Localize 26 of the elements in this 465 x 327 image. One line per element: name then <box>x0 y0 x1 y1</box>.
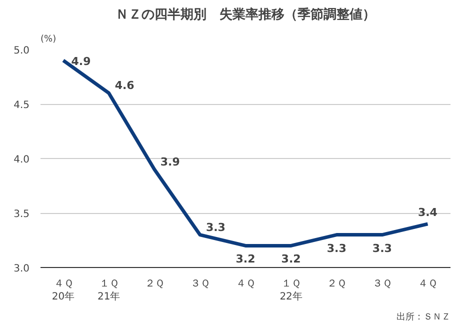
x-tick-label: ２Ｑ <box>144 278 164 290</box>
x-tick-label: ３Ｑ <box>372 278 392 290</box>
data-label: 3.4 <box>418 206 438 219</box>
x-tick-label: ４Ｑ <box>236 278 255 290</box>
y-tick-label: 3.5 <box>14 209 30 220</box>
data-label: 3.3 <box>206 220 226 234</box>
y-tick-label: 5.0 <box>14 46 30 56</box>
x-tick-label: １Ｑ 21年 <box>97 278 120 303</box>
data-label: 3.3 <box>326 242 346 255</box>
data-label: 4.6 <box>114 79 135 92</box>
data-label: 3.3 <box>372 242 392 255</box>
y-tick-label: 4.0 <box>14 154 30 166</box>
x-tick-label: ４Ｑ 20年 <box>52 278 75 303</box>
y-tick-label: 4.5 <box>14 100 30 111</box>
x-tick-label: ２Ｑ <box>327 278 346 290</box>
x-tick-label: ４Ｑ <box>418 278 438 290</box>
y-tick-label: 3.0 <box>14 264 30 274</box>
data-label: 3.2 <box>236 252 256 266</box>
data-label: 3.2 <box>281 252 301 266</box>
text: 出所：ＳＮＺ <box>396 312 450 322</box>
data-label: 3.9 <box>160 155 180 168</box>
x-tick-label: １Ｑ 22年 <box>280 278 302 303</box>
y-axis-title: (%) <box>40 34 56 44</box>
x-tick-label: ３Ｑ <box>190 278 210 290</box>
chart-title: ＮＺの四半期別 失業率推移（季節調整値） <box>116 6 376 22</box>
data-label: 4.9 <box>71 54 91 68</box>
